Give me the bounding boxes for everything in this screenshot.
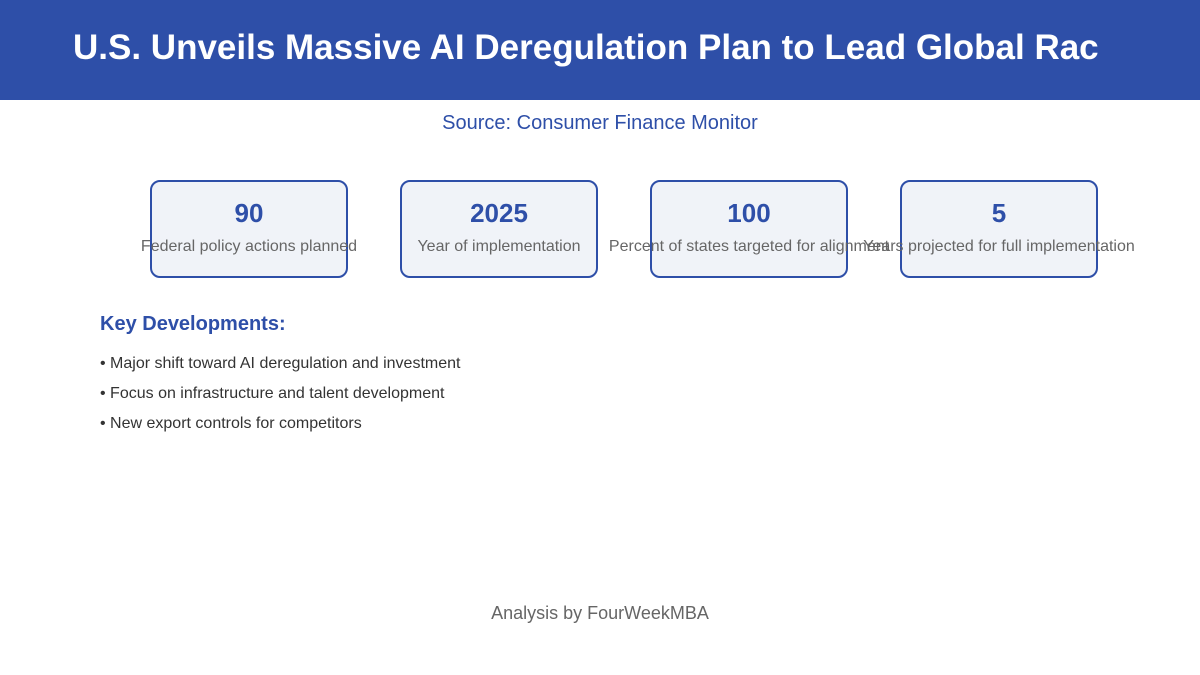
development-item: • New export controls for competitors: [100, 415, 362, 432]
stat-value: 100: [727, 198, 771, 228]
stat-card-years-projected: 5 Years projected for full implementatio…: [863, 180, 1135, 278]
header-banner: U.S. Unveils Massive AI Deregulation Pla…: [0, 0, 1200, 100]
stat-value: 90: [234, 198, 264, 228]
stat-value: 2025: [470, 198, 528, 228]
development-item: • Major shift toward AI deregulation and…: [100, 355, 461, 372]
stat-value: 5: [991, 198, 1007, 228]
source-line: Source: Consumer Finance Monitor: [442, 112, 758, 134]
stat-card-policy-actions: 90 Federal policy actions planned: [141, 180, 357, 278]
footer-credit: Analysis by FourWeekMBA: [491, 603, 709, 623]
key-developments-title: Key Developments:: [100, 313, 286, 335]
stat-card-states-percent: 100 Percent of states targeted for align…: [609, 180, 889, 278]
stat-label: Years projected for full implementation: [863, 238, 1135, 255]
headline: U.S. Unveils Massive AI Deregulation Pla…: [73, 28, 1099, 67]
stat-label: Year of implementation: [417, 238, 581, 255]
stat-label: Federal policy actions planned: [140, 238, 358, 255]
stat-card-implementation-year: 2025 Year of implementation: [400, 180, 598, 278]
development-item: • Focus on infrastructure and talent dev…: [100, 385, 445, 402]
stat-label: Percent of states targeted for alignment: [608, 238, 890, 255]
